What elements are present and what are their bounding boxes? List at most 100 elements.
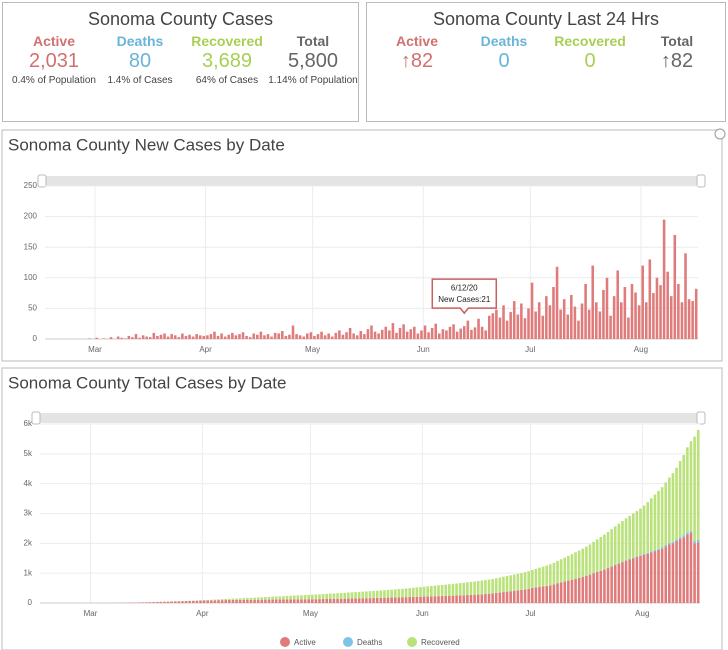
bar-segment (657, 549, 660, 603)
bar (277, 333, 281, 339)
bar-segment (653, 494, 657, 551)
bar-segment (617, 563, 621, 564)
bar (637, 305, 641, 339)
bar (152, 332, 156, 339)
bar (609, 315, 612, 339)
bar (102, 338, 106, 339)
bar-segment (260, 597, 264, 600)
bar (687, 299, 691, 339)
bar-segment (505, 591, 509, 603)
y-tick-label: 5k (24, 449, 33, 458)
bar-segment (181, 601, 184, 603)
bar (427, 332, 430, 339)
legend-label: Deaths (357, 638, 382, 647)
bar (505, 320, 509, 339)
bar (330, 336, 334, 339)
bar-segment (660, 547, 664, 549)
bar-segment (512, 574, 516, 591)
bar-segment (285, 595, 289, 600)
bar-segment (383, 597, 386, 603)
bar-segment (213, 599, 217, 601)
bar-segment (635, 511, 639, 557)
bar (170, 334, 173, 339)
bar-segment (336, 598, 339, 603)
bar-segment (502, 592, 505, 603)
bar-segment (379, 590, 383, 598)
bar-segment (527, 588, 530, 603)
bar-segment (610, 529, 613, 567)
bar-segment (628, 515, 631, 559)
bar-segment (437, 596, 440, 603)
bar-segment (365, 591, 368, 599)
bar-segment (318, 599, 321, 603)
x-tick-label: Jul (525, 609, 535, 618)
bar-segment (621, 561, 624, 563)
bar-segment (631, 513, 635, 558)
bar (256, 334, 259, 339)
bar-segment (458, 583, 462, 596)
bar-segment (494, 578, 498, 593)
bar-segment (444, 595, 448, 603)
x-tick-label: Jul (525, 345, 535, 354)
bar-segment (628, 559, 631, 603)
bar (245, 335, 248, 339)
stat-value: 0 (584, 50, 596, 72)
bar-segment (386, 589, 390, 598)
bar (541, 315, 545, 339)
bar-segment (397, 597, 401, 603)
bar (441, 329, 445, 339)
bar-segment (228, 600, 231, 603)
bar-segment (235, 599, 238, 603)
stat-note: 1.4% of Cases (107, 75, 173, 86)
bar-segment (249, 597, 253, 600)
bar-segment (617, 523, 621, 564)
bar-segment (271, 599, 274, 603)
bar-segment (141, 602, 145, 603)
bar (95, 337, 99, 339)
bar-segment (455, 595, 458, 603)
y-tick-label: 150 (24, 242, 38, 251)
bar-segment (357, 591, 361, 599)
bar-segment (646, 553, 650, 603)
bar-segment (530, 569, 534, 588)
bar-segment (480, 594, 484, 603)
bar-segment (476, 594, 480, 603)
bar-segment (274, 596, 278, 600)
bar-segment (588, 574, 592, 603)
bar-segment (466, 582, 469, 596)
range-slider (32, 413, 705, 423)
bar-segment (682, 535, 686, 538)
bar (498, 317, 502, 339)
card-title: Sonoma County Last 24 Hrs (432, 9, 660, 29)
bar (523, 318, 527, 339)
bar (259, 331, 263, 339)
bar (116, 336, 120, 339)
bar-segment (696, 542, 700, 603)
bar-segment (430, 596, 433, 603)
bar (206, 335, 209, 339)
bar (288, 334, 291, 339)
bar (516, 314, 520, 339)
bar-segment (372, 598, 375, 603)
bar-segment (585, 575, 588, 603)
bar-segment (217, 600, 220, 603)
bar (445, 330, 448, 339)
bar-segment (530, 588, 534, 603)
bar-segment (411, 596, 415, 603)
bar (88, 338, 91, 339)
panel (1, 129, 723, 362)
bar (370, 325, 373, 339)
bar (487, 315, 491, 339)
bar (630, 283, 634, 339)
bar-segment (448, 584, 451, 596)
bar-segment (617, 563, 621, 603)
bar-segment (491, 579, 494, 594)
bar (198, 335, 202, 339)
bar (520, 303, 523, 339)
bar-segment (599, 537, 603, 571)
bar-segment (469, 581, 473, 595)
bar-segment (653, 551, 657, 603)
bar (562, 299, 566, 339)
bar-segment (437, 585, 440, 597)
bar-segment (657, 548, 660, 550)
